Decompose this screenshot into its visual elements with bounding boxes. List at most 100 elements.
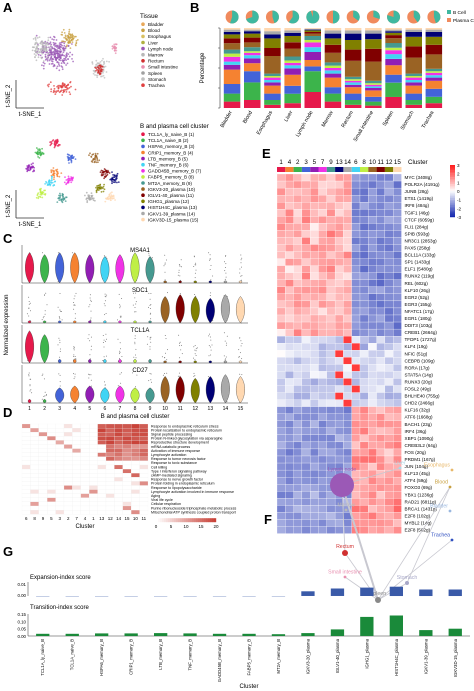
e-heat-cell xyxy=(301,357,311,365)
d-heat-cell xyxy=(114,497,123,502)
d-term-label: Reproductive structure development xyxy=(151,441,209,445)
tsne-cluster-point xyxy=(95,186,97,189)
tsne-cluster-point xyxy=(48,179,51,182)
e-heat-cell xyxy=(393,336,402,344)
c-point xyxy=(91,385,93,387)
c-point xyxy=(225,356,227,358)
e-heat-cell xyxy=(393,321,402,330)
g-category-label: IGHG1_plasma xyxy=(364,638,369,668)
e-heat-cell xyxy=(334,357,344,365)
d-heat-cell xyxy=(21,473,31,478)
tsne-cluster-point xyxy=(56,173,58,176)
tsne-tissue-point xyxy=(71,58,73,60)
tsne-cluster-point xyxy=(64,200,67,203)
c-gene-label: SDC1 xyxy=(132,288,149,294)
tsne-tissue-point xyxy=(98,71,100,74)
d-colorbar-cell xyxy=(176,518,179,523)
d-colorbar-cell xyxy=(174,518,177,523)
c-violin xyxy=(190,378,200,404)
e-heat-cell xyxy=(376,300,386,309)
tsne-cluster-point xyxy=(107,169,109,172)
tsne-tissue-legend-swatch xyxy=(141,77,145,81)
tsne-tissue-point xyxy=(53,35,55,38)
c-violin xyxy=(223,360,228,364)
c-point xyxy=(30,310,31,312)
d-heat-cell xyxy=(47,452,56,457)
d-heat-cell xyxy=(105,452,115,457)
e-heat-cell xyxy=(276,173,286,182)
tsne-cluster-point xyxy=(67,177,70,180)
tsne-tissue-point xyxy=(54,48,57,51)
b-bar-segment xyxy=(244,47,261,52)
tsne-cluster-point xyxy=(51,179,53,181)
c-point xyxy=(240,259,242,261)
c-point xyxy=(74,373,76,375)
e-colorbar-tick: -3 xyxy=(457,215,462,220)
d-heat-cell xyxy=(63,477,73,482)
d-colorbar-tick: 5 xyxy=(170,524,173,529)
d-heat-cell xyxy=(63,460,73,466)
d-heat-cell xyxy=(38,493,48,498)
b-bar-segment xyxy=(405,100,422,105)
tsne-cluster-point xyxy=(110,199,112,202)
tsne-tissue-point xyxy=(47,43,49,46)
c-point xyxy=(119,353,120,355)
d-heat-cell xyxy=(55,452,65,457)
e-heat-cell xyxy=(293,321,303,330)
f-node xyxy=(448,509,452,513)
tsne-cluster-legend-label: LTB_memory_B (5) xyxy=(148,156,188,161)
tsne-tissue-point xyxy=(54,56,56,59)
e-heat-cell xyxy=(318,258,327,266)
e-heat-cell xyxy=(293,512,303,520)
e-heat-cell xyxy=(293,399,303,407)
c-violin xyxy=(163,280,167,284)
b-bar-segment xyxy=(405,85,422,94)
e-heat-cell xyxy=(343,343,352,351)
tsne-tissue-point xyxy=(35,34,38,37)
e-heat-cell xyxy=(310,336,319,344)
e-heat-cell xyxy=(318,364,327,372)
e-heat-cell xyxy=(359,187,369,196)
b-bar-segment xyxy=(365,61,382,81)
tsne-tissue-point xyxy=(44,53,47,56)
d-column-label: 15 xyxy=(124,516,130,521)
tsne-cluster-point xyxy=(98,187,101,189)
e-heat-cell xyxy=(393,420,402,428)
e-heat-cell xyxy=(293,328,303,337)
e-heat-cell xyxy=(276,455,286,464)
e-heat-cell xyxy=(384,230,394,238)
tsne-cluster-point xyxy=(52,174,55,177)
e-heat-cell xyxy=(393,399,402,407)
c-point xyxy=(28,372,30,374)
tsne-tissue-point xyxy=(50,47,52,50)
tsne-cluster-legend-label: HSPA6_memory_B (3) xyxy=(148,144,195,149)
d-heat-cell xyxy=(114,460,123,466)
e-heat-cell xyxy=(351,258,361,266)
b-bar-segment xyxy=(324,101,342,108)
c-point xyxy=(240,275,242,277)
tsne-tissue-point xyxy=(62,84,65,87)
e-heat-cell xyxy=(301,336,311,344)
d-heat-cell xyxy=(97,481,107,486)
tsne-tissue-point xyxy=(65,64,67,66)
c-violin xyxy=(42,399,47,404)
e-heat-cell xyxy=(301,350,311,358)
d-colorbar-cell xyxy=(194,518,197,523)
e-heat-cell xyxy=(318,413,327,421)
e-heat-cell xyxy=(326,427,336,435)
e-column-bar xyxy=(376,167,385,172)
tsne-tissue-point xyxy=(51,53,54,56)
c-point xyxy=(41,374,43,376)
e-heat-cell xyxy=(276,321,286,330)
e-heat-cell xyxy=(393,202,402,210)
e-colorbar-cell xyxy=(450,184,455,187)
e-heat-cell xyxy=(376,484,386,492)
e-heat-cell xyxy=(285,216,294,224)
e-row-label: JUN (104g) xyxy=(405,464,429,469)
tsne-cluster-point xyxy=(68,154,71,157)
e-heat-cell xyxy=(334,519,344,527)
e-row-label: ETS1 (1419g) xyxy=(405,196,434,201)
e-heat-cell xyxy=(293,385,303,393)
e-heat-cell xyxy=(359,237,369,245)
e-heat-cell xyxy=(343,180,352,189)
